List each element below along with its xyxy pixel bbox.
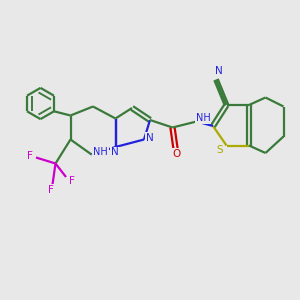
Text: N: N xyxy=(146,133,153,143)
Text: N: N xyxy=(215,66,223,76)
Text: F: F xyxy=(69,176,75,186)
Text: S: S xyxy=(217,145,223,155)
Text: O: O xyxy=(173,149,181,159)
Text: NH: NH xyxy=(196,113,211,123)
Text: N: N xyxy=(111,147,119,158)
Text: F: F xyxy=(48,185,54,195)
Text: NH: NH xyxy=(93,146,108,157)
Text: F: F xyxy=(27,151,33,161)
